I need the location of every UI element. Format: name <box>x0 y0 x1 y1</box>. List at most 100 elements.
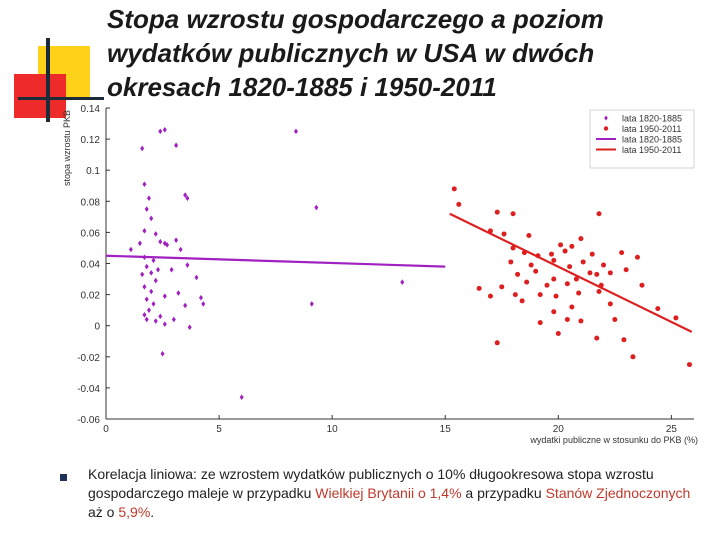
data-point-series-2 <box>528 262 534 268</box>
data-point-series-2 <box>578 318 584 324</box>
caption-text: Korelacja liniowa: ze wzrostem wydatków … <box>88 465 700 522</box>
x-tick-label: 25 <box>666 424 678 435</box>
data-point-series-2 <box>564 316 570 322</box>
x-axis-label: wydatki publiczne w stosunku do PKB (%) <box>529 435 698 445</box>
y-tick-label: 0.06 <box>81 228 101 239</box>
data-point-series-2 <box>451 186 457 192</box>
data-point-series-1 <box>153 231 158 237</box>
caption-part-1: Korelacja liniowa: ze wzrostem wydatków … <box>88 466 654 501</box>
data-point-series-1 <box>198 294 203 301</box>
data-point-series-1 <box>142 284 147 290</box>
data-point-series-1 <box>149 270 154 276</box>
data-point-series-1 <box>153 277 158 284</box>
data-point-series-2 <box>510 211 516 217</box>
data-point-series-2 <box>510 245 516 251</box>
data-point-series-2 <box>456 201 462 207</box>
bullet-square-icon <box>60 474 67 481</box>
data-point-series-2 <box>499 284 505 290</box>
data-point-series-2 <box>526 233 532 239</box>
data-point-series-2 <box>601 262 607 268</box>
data-point-series-1 <box>142 228 147 234</box>
data-point-series-2 <box>580 259 586 265</box>
data-point-series-2 <box>573 276 579 282</box>
data-point-series-2 <box>619 250 625 256</box>
data-point-series-2 <box>537 292 543 298</box>
data-point-series-2 <box>634 254 640 260</box>
data-point-series-2 <box>551 257 557 263</box>
data-point-series-1 <box>149 288 154 295</box>
data-point-series-2 <box>564 281 570 287</box>
y-tick-label: 0.08 <box>81 197 101 208</box>
data-point-series-1 <box>149 215 154 222</box>
caption-part-4: . <box>150 504 155 520</box>
data-point-series-1 <box>144 316 149 323</box>
data-point-series-2 <box>621 337 627 343</box>
data-point-series-2 <box>623 267 629 273</box>
data-point-series-2 <box>612 316 618 322</box>
x-tick-label: 10 <box>327 424 339 435</box>
data-point-series-2 <box>515 271 521 277</box>
data-point-series-1 <box>174 237 179 243</box>
data-point-series-2 <box>686 362 692 368</box>
data-point-series-2 <box>501 231 507 237</box>
data-point-series-1 <box>183 302 188 309</box>
data-point-series-2 <box>544 282 550 288</box>
data-point-series-2 <box>578 236 584 242</box>
data-point-series-1 <box>185 262 190 268</box>
data-point-series-1 <box>140 271 145 278</box>
y-axis-label: stopa wzrostu PKB <box>62 110 72 186</box>
x-tick-label: 0 <box>103 424 109 435</box>
data-point-series-1 <box>162 240 167 247</box>
regression-line-1 <box>105 254 446 268</box>
data-point-series-1 <box>178 246 183 253</box>
data-point-series-2 <box>587 270 593 276</box>
data-point-series-1 <box>309 301 314 307</box>
data-point-series-1 <box>400 279 405 285</box>
data-point-series-2 <box>533 268 539 274</box>
data-point-series-2 <box>607 270 613 276</box>
data-point-series-1 <box>151 301 156 307</box>
data-point-series-2 <box>589 251 595 257</box>
data-point-series-2 <box>630 354 636 360</box>
data-point-series-2 <box>551 276 557 282</box>
data-point-series-1 <box>144 296 149 303</box>
y-tick-label: -0.04 <box>77 384 100 395</box>
data-point-series-2 <box>524 279 530 285</box>
data-point-series-1 <box>176 290 181 296</box>
data-point-series-1 <box>162 293 167 299</box>
data-point-series-1 <box>160 350 165 357</box>
data-point-series-2 <box>476 285 482 291</box>
data-point-series-2 <box>487 293 493 299</box>
data-point-series-1 <box>174 142 179 149</box>
data-point-series-2 <box>567 264 573 270</box>
data-point-series-2 <box>549 251 555 257</box>
data-point-series-2 <box>673 315 679 321</box>
data-point-series-1 <box>151 257 156 264</box>
data-point-series-1 <box>187 324 192 331</box>
data-point-series-1 <box>153 318 158 324</box>
y-tick-label: -0.02 <box>77 353 100 364</box>
slide-title: Stopa wzrostu gospodarczego a poziom wyd… <box>107 4 604 102</box>
data-point-series-1 <box>201 301 206 307</box>
data-point-series-1 <box>293 128 298 135</box>
data-point-series-2 <box>607 301 613 307</box>
x-tick-label: 15 <box>440 424 452 435</box>
data-point-series-2 <box>537 320 543 326</box>
data-point-series-2 <box>576 290 582 296</box>
data-point-series-1 <box>156 266 161 273</box>
data-point-series-1 <box>162 321 167 327</box>
data-point-series-1 <box>144 206 149 212</box>
data-point-series-1 <box>142 312 147 318</box>
data-point-series-2 <box>594 271 600 277</box>
legend-entry-label: lata 1950-2011 <box>622 124 681 134</box>
data-point-series-2 <box>562 248 568 254</box>
data-point-series-2 <box>551 309 557 315</box>
caption-highlight-usa: Stanów Zjednoczonych <box>545 485 691 501</box>
data-point-series-1 <box>171 316 176 323</box>
data-point-series-1 <box>142 181 147 187</box>
legend-marker-swatch <box>603 126 609 131</box>
y-tick-label: 0 <box>94 322 100 333</box>
caption-part-3: aż o <box>88 504 119 520</box>
data-point-series-2 <box>508 259 514 265</box>
y-tick-label: 0.14 <box>81 104 101 115</box>
